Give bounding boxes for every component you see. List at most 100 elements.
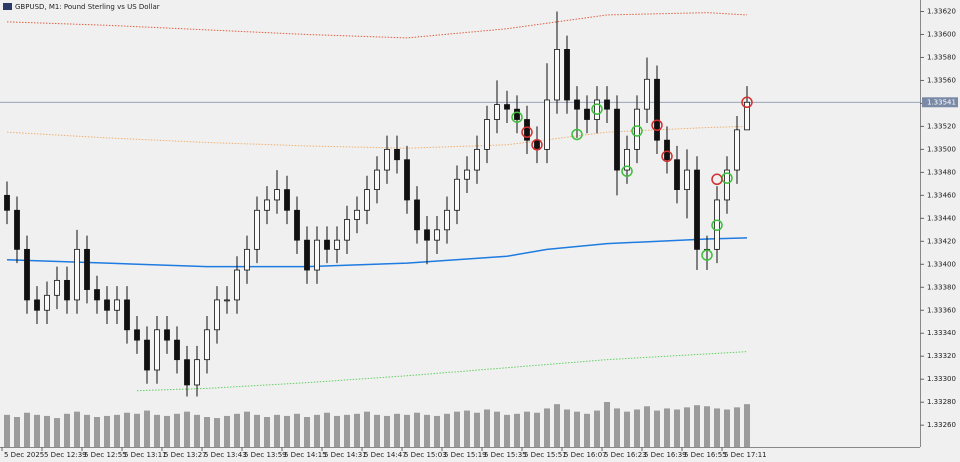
volume-bar — [14, 417, 20, 447]
y-tick-label: 1.33360 — [927, 306, 956, 314]
volume-bar — [524, 411, 530, 447]
candle-body — [724, 169, 730, 201]
volume-bar — [374, 414, 380, 447]
volume-bar — [354, 413, 360, 447]
candle-body — [414, 199, 420, 231]
x-tick-label: 5 Dec 16:39 — [644, 451, 687, 459]
volume-bar — [334, 415, 340, 447]
signal-marker — [591, 103, 603, 115]
candle-body — [494, 104, 500, 120]
signal-marker — [701, 249, 713, 261]
volume-bar — [684, 407, 690, 447]
candle-body — [514, 108, 520, 120]
y-tick-label: 1.33340 — [927, 329, 956, 337]
candle-body — [224, 299, 230, 302]
candle-body — [34, 299, 40, 311]
volume-bar — [364, 411, 370, 447]
candle-body — [184, 359, 190, 386]
volume-bar — [444, 413, 450, 447]
candle-body — [464, 169, 470, 180]
candle-body — [664, 139, 670, 161]
candle-body — [364, 189, 370, 211]
y-tick-label: 1.33520 — [927, 122, 956, 130]
x-tick-label: 5 Dec 16:23 — [604, 451, 647, 459]
candle-body — [634, 108, 640, 150]
y-tick-label: 1.33260 — [927, 421, 956, 429]
signal-marker — [711, 173, 723, 186]
x-tick-label: 5 Dec 14:47 — [364, 451, 407, 459]
volume-bar — [284, 415, 290, 447]
y-tick-label: 1.33560 — [927, 76, 956, 84]
candle-body — [54, 279, 60, 296]
candle-body — [534, 139, 540, 150]
candle-body — [214, 299, 220, 331]
candle-body — [284, 189, 290, 211]
y-tick-label: 1.33620 — [927, 7, 956, 15]
candle-body — [64, 279, 70, 301]
candle-body — [24, 248, 30, 301]
volume-bar — [734, 407, 740, 447]
x-tick-label: 5 Dec 13:59 — [244, 451, 287, 459]
signal-marker — [621, 165, 633, 177]
y-tick-label: 1.33300 — [927, 375, 956, 383]
candle-body — [374, 169, 380, 191]
volume-bar — [34, 414, 40, 447]
volume-bar — [164, 415, 170, 447]
y-tick-label: 1.33480 — [927, 168, 956, 176]
candle-body — [144, 339, 150, 371]
volume-bar — [314, 414, 320, 447]
volume-bar — [254, 414, 260, 447]
volume-bar — [264, 417, 270, 447]
x-tick-label: 5 Dec 15:51 — [524, 451, 567, 459]
volume-bar — [194, 414, 200, 447]
candle-body — [324, 239, 330, 250]
volume-bar — [494, 411, 500, 447]
candle-body — [94, 289, 100, 301]
x-tick-label: 5 Dec 15:19 — [444, 451, 487, 459]
candle-body — [734, 129, 740, 171]
candle-body — [614, 108, 620, 171]
candle-body — [454, 178, 460, 211]
volume-bar — [134, 413, 140, 447]
x-tick-label: 5 Dec 15:03 — [404, 451, 447, 459]
signal-marker — [521, 126, 533, 138]
candle-body — [114, 299, 120, 311]
volume-bar — [584, 413, 590, 447]
volume-bar — [434, 415, 440, 447]
volume-bar — [304, 417, 310, 447]
volume-bar — [474, 412, 480, 447]
volume-bar — [654, 410, 660, 447]
volume-bar — [704, 406, 710, 447]
y-tick-label: 1.33600 — [927, 30, 956, 38]
candle-body — [344, 219, 350, 241]
candle-body — [434, 229, 440, 241]
volume-bar — [204, 417, 210, 447]
volume-bar — [24, 412, 30, 447]
volume-bar — [514, 413, 520, 447]
x-tick-label: 5 Dec 13:27 — [164, 451, 207, 459]
volume-bar — [144, 410, 150, 447]
candle-body — [424, 229, 430, 241]
candle-body — [594, 99, 600, 120]
volume-bar — [604, 402, 610, 447]
candle-body — [274, 189, 280, 201]
candle-body — [644, 78, 650, 110]
signal-marker — [711, 219, 723, 231]
candle-body — [244, 248, 250, 271]
volume-bar — [554, 404, 560, 447]
candle-body — [384, 148, 390, 171]
signal-marker — [531, 139, 543, 151]
candle-body — [164, 329, 170, 341]
volume-bar — [534, 412, 540, 447]
y-tick-label: 1.33420 — [927, 237, 956, 245]
y-tick-label: 1.33580 — [927, 53, 956, 61]
volume-bar — [154, 414, 160, 447]
candle-body — [394, 148, 400, 161]
candle-body — [104, 299, 110, 311]
candle-body — [484, 119, 490, 150]
volume-bar — [634, 409, 640, 447]
y-tick-label: 1.33380 — [927, 283, 956, 291]
y-tick-label: 1.33400 — [927, 260, 956, 268]
candle-body — [354, 209, 360, 220]
